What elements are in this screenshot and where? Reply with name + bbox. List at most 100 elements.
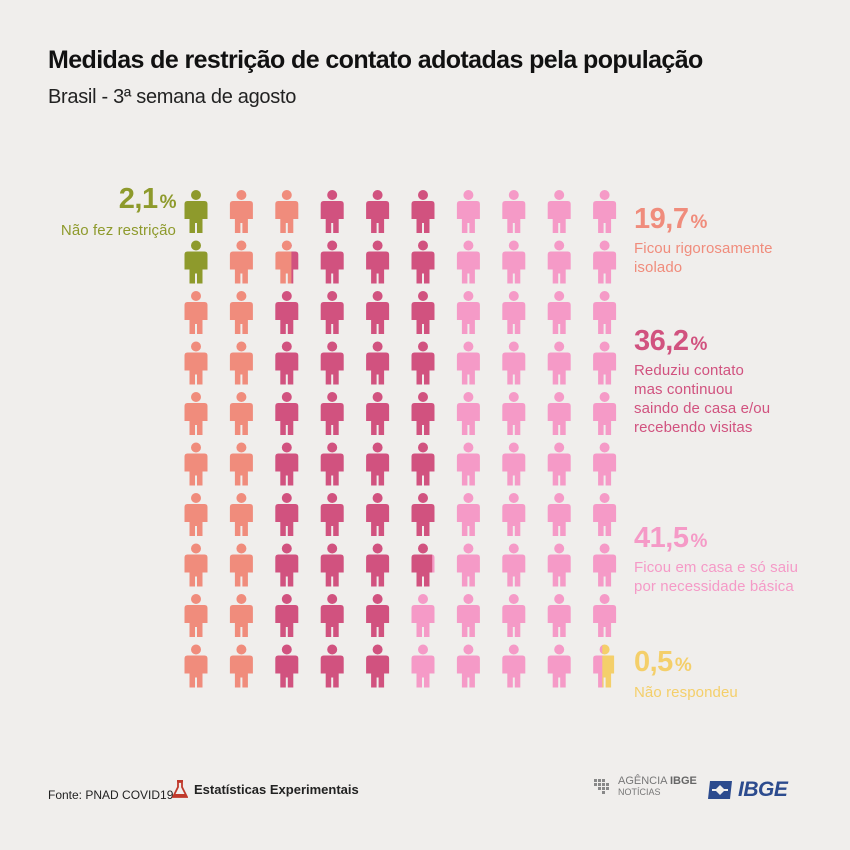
value-nao-fez: 2,1 (118, 183, 158, 215)
value-reduziu: 36,2 (634, 325, 689, 357)
source-text: Fonte: PNAD COVID19 (48, 788, 174, 802)
person-icon (502, 442, 526, 486)
ibge-logo: IBGE (706, 778, 788, 802)
desc-isolado-line1: Ficou rigorosamente (634, 240, 773, 257)
person-icon (411, 493, 435, 536)
person-icon (320, 291, 344, 334)
person-icon (411, 190, 435, 233)
unit-reduziu: % (690, 334, 707, 355)
person-icon (411, 442, 435, 486)
person-icon (320, 644, 344, 688)
person-icon (547, 392, 571, 435)
person-icon (229, 240, 253, 284)
person-icon (547, 644, 571, 688)
person-icon (411, 543, 435, 587)
person-icon (547, 341, 571, 385)
chart-subtitle: Brasil - 3ª semana de agosto (48, 86, 297, 108)
label-reduziu: 36,2% Reduziu contato mas continuou sain… (634, 325, 770, 437)
unit-nao-fez: % (159, 192, 177, 213)
person-icon (502, 594, 526, 637)
person-icon (456, 240, 480, 284)
person-icon (229, 442, 253, 486)
desc-nao-fez: Não fez restrição (60, 222, 176, 239)
person-icon (275, 341, 299, 385)
person-icon (184, 442, 208, 486)
desc-nao-respondeu: Não respondeu (634, 684, 738, 701)
person-icon (593, 190, 617, 233)
value-isolado: 19,7 (634, 203, 689, 235)
desc-isolado-line2: isolado (634, 259, 683, 276)
person-icon (593, 291, 617, 334)
person-icon (547, 291, 571, 334)
person-icon (593, 240, 617, 284)
person-icon (411, 594, 435, 637)
person-icon (366, 644, 390, 688)
person-icon (456, 594, 480, 637)
person-icon (456, 442, 480, 486)
person-icon (275, 442, 299, 486)
desc-em-casa-line1: Ficou em casa e só saiu (634, 559, 799, 576)
person-icon (366, 543, 390, 587)
flask-icon (172, 780, 188, 798)
agencia-ibge-word: IBGE (669, 775, 697, 787)
person-icon (275, 543, 299, 587)
person-icon (366, 392, 390, 435)
person-icon (593, 543, 617, 587)
agencia-grid-icon (594, 779, 609, 794)
person-icon (502, 644, 526, 688)
person-icon (366, 341, 390, 385)
ibge-emblem-icon (708, 781, 732, 799)
person-icon (184, 644, 208, 688)
unit-nao-respondeu: % (674, 655, 692, 676)
person-icon (184, 190, 208, 233)
person-icon (320, 392, 344, 435)
person-icon (366, 594, 390, 637)
person-icon (366, 291, 390, 334)
person-icon (547, 190, 571, 233)
person-icon (456, 291, 480, 334)
person-icon (275, 392, 299, 435)
person-icon (275, 190, 299, 233)
person-icon (184, 341, 208, 385)
experimental-stats: Estatísticas Experimentais (172, 779, 359, 799)
person-icon (502, 190, 526, 233)
person-icon (320, 240, 344, 284)
person-icon (320, 594, 344, 637)
desc-reduziu-line3: saindo de casa e/ou (634, 400, 771, 417)
person-icon (547, 240, 571, 284)
label-nao-fez-restricao: 2,1% Não fez restrição (52, 183, 177, 240)
person-icon (502, 240, 526, 284)
person-icon (502, 291, 526, 334)
person-icon (593, 392, 617, 435)
person-icon (184, 240, 208, 284)
person-icon (593, 594, 617, 637)
agencia-word: AGÊNCIA (618, 775, 667, 787)
unit-isolado: % (690, 212, 707, 233)
person-icon (229, 341, 253, 385)
person-icon (366, 240, 390, 284)
person-icon (593, 493, 617, 536)
person-icon (320, 493, 344, 536)
person-icon (502, 392, 526, 435)
person-icon (411, 341, 435, 385)
person-icon (456, 543, 480, 587)
person-icon (366, 190, 390, 233)
person-icon (275, 291, 299, 334)
person-icon (275, 493, 299, 536)
person-icon (547, 543, 571, 587)
desc-reduziu-line1: Reduziu contato (634, 362, 744, 379)
person-icon (502, 493, 526, 536)
person-icon (502, 543, 526, 587)
person-icon (184, 594, 208, 637)
person-icon (411, 240, 435, 284)
ibge-wordmark: IBGE (738, 778, 788, 801)
person-icon (456, 190, 480, 233)
person-icon (411, 291, 435, 334)
person-icon (275, 644, 299, 688)
person-icon (456, 341, 480, 385)
person-icon (593, 442, 617, 486)
person-icon (411, 392, 435, 435)
person-icon (320, 442, 344, 486)
person-icon (229, 392, 253, 435)
